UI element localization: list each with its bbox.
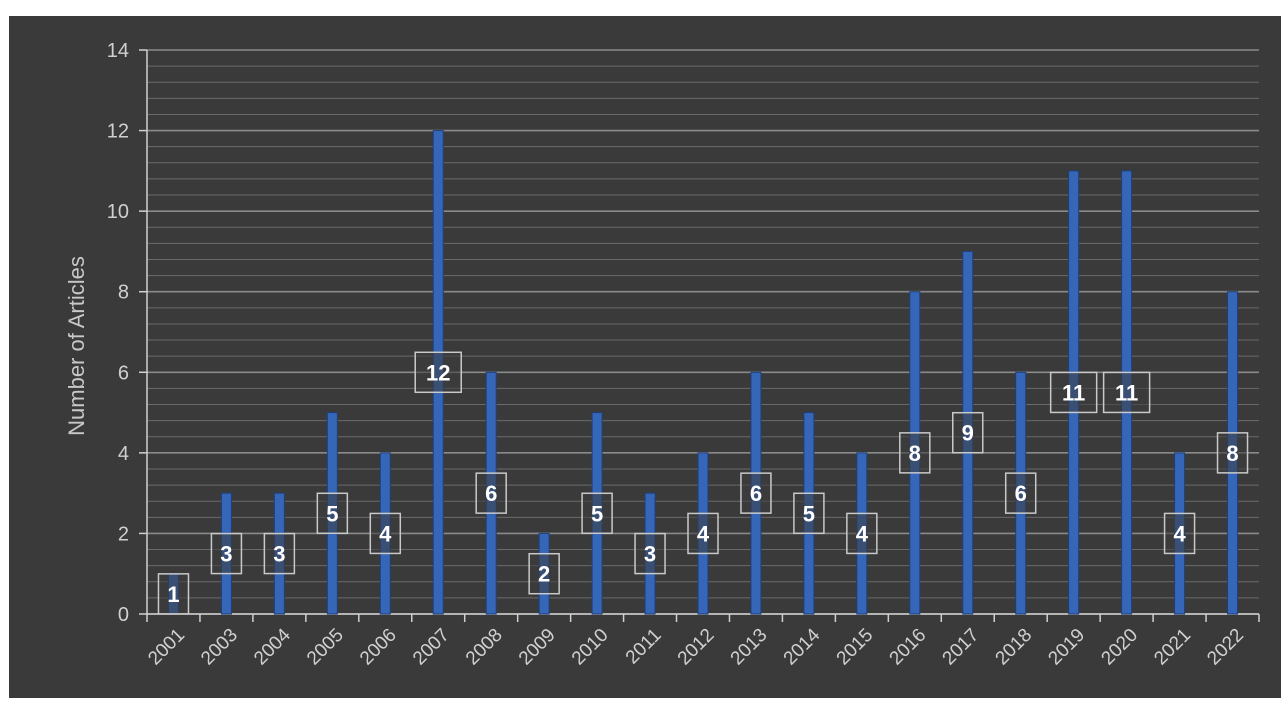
data-label-box xyxy=(369,512,402,555)
x-tick-label: 2021 xyxy=(1150,625,1195,670)
data-label-box xyxy=(263,532,296,575)
x-tick-label: 2008 xyxy=(462,625,507,670)
y-tick-label: 8 xyxy=(118,282,129,304)
data-label-box xyxy=(157,573,190,615)
data-label: 11 xyxy=(1062,380,1085,405)
y-tick-label: 0 xyxy=(118,604,129,626)
y-tick-label: 10 xyxy=(107,201,129,223)
x-tick-labels: 2001 2003 2004 2005 2006 2007 2008 2009 2010 2011… xyxy=(144,624,1248,669)
data-label-box xyxy=(634,532,666,575)
data-label: 2 xyxy=(538,562,550,587)
data-label: 12 xyxy=(426,360,450,385)
x-tick-label: 2003 xyxy=(197,625,242,670)
x-tick-label: 2004 xyxy=(250,624,295,669)
y-tick-label: 6 xyxy=(118,362,129,384)
data-label-box xyxy=(1049,371,1098,414)
x-tick-label: 2012 xyxy=(674,625,719,670)
data-label: 4 xyxy=(697,521,710,546)
x-tick-label: 2009 xyxy=(515,625,560,670)
data-label: 5 xyxy=(591,501,603,526)
data-label-box xyxy=(740,472,772,514)
data-label: 8 xyxy=(909,441,921,466)
data-label-box xyxy=(793,492,825,535)
x-tick-label: 2014 xyxy=(780,624,825,669)
data-label: 4 xyxy=(379,521,392,546)
x-tick-label: 2006 xyxy=(356,625,401,670)
data-label: 4 xyxy=(856,521,869,546)
x-tick-label: 2011 xyxy=(622,625,666,669)
x-tick-label: 2022 xyxy=(1203,625,1248,670)
data-label-box xyxy=(899,432,931,474)
data-label: 5 xyxy=(326,501,338,526)
data-labels: 1 3 3 5 4 12 6 2 5 3 4 6 5 4 8 9 6 11 11 4 8 xyxy=(157,351,1249,615)
x-tick-label: 2019 xyxy=(1044,625,1089,670)
data-label: 11 xyxy=(1115,380,1138,405)
data-label-box xyxy=(581,492,613,535)
data-label: 3 xyxy=(220,542,232,567)
data-label-box xyxy=(1163,512,1196,555)
data-label-box xyxy=(1216,432,1249,474)
y-tick-label: 4 xyxy=(118,443,129,465)
y-tick-label: 2 xyxy=(118,523,129,545)
data-label: 8 xyxy=(1226,441,1238,466)
data-label-box xyxy=(475,472,507,514)
chart-area: Number of Articles 0 2 4 6 8 10 12 14 1 3 3 5 4 12 6 2 5… xyxy=(9,16,1281,698)
x-tick-label: 2013 xyxy=(727,625,772,670)
data-label: 6 xyxy=(1015,481,1027,506)
data-label: 3 xyxy=(273,542,285,567)
x-tick-label: 2005 xyxy=(303,625,348,670)
data-label-box xyxy=(1102,371,1151,414)
x-tick-label: 2018 xyxy=(992,625,1037,670)
x-tick-label: 2010 xyxy=(568,625,613,670)
data-label: 9 xyxy=(962,421,974,446)
data-label: 1 xyxy=(167,582,179,607)
data-label-box xyxy=(846,512,878,555)
data-label: 6 xyxy=(485,481,497,506)
x-tick-label: 2001 xyxy=(144,625,189,670)
data-label-box xyxy=(1004,472,1037,514)
x-tick-label: 2020 xyxy=(1097,625,1142,670)
data-label-box xyxy=(528,552,560,595)
data-label: 6 xyxy=(750,481,762,506)
data-label-box xyxy=(687,512,719,555)
x-tick-label: 2007 xyxy=(409,625,454,670)
bar-chart: Number of Articles 0 2 4 6 8 10 12 14 1 3 3 5 4 12 6 2 5… xyxy=(64,40,1260,669)
data-label: 4 xyxy=(1173,521,1186,546)
data-label: 3 xyxy=(644,542,656,567)
x-tick-label: 2015 xyxy=(833,625,878,670)
data-label-box xyxy=(952,411,984,454)
data-label-box xyxy=(210,532,243,575)
y-tick-label: 12 xyxy=(107,121,129,143)
x-tick-label: 2017 xyxy=(939,625,984,670)
y-tick-label: 14 xyxy=(107,40,129,62)
data-label-box xyxy=(316,492,349,535)
x-tick-label: 2016 xyxy=(886,625,931,670)
data-label-box xyxy=(414,351,462,394)
y-axis-label: Number of Articles xyxy=(64,256,89,436)
data-label: 5 xyxy=(803,501,815,526)
